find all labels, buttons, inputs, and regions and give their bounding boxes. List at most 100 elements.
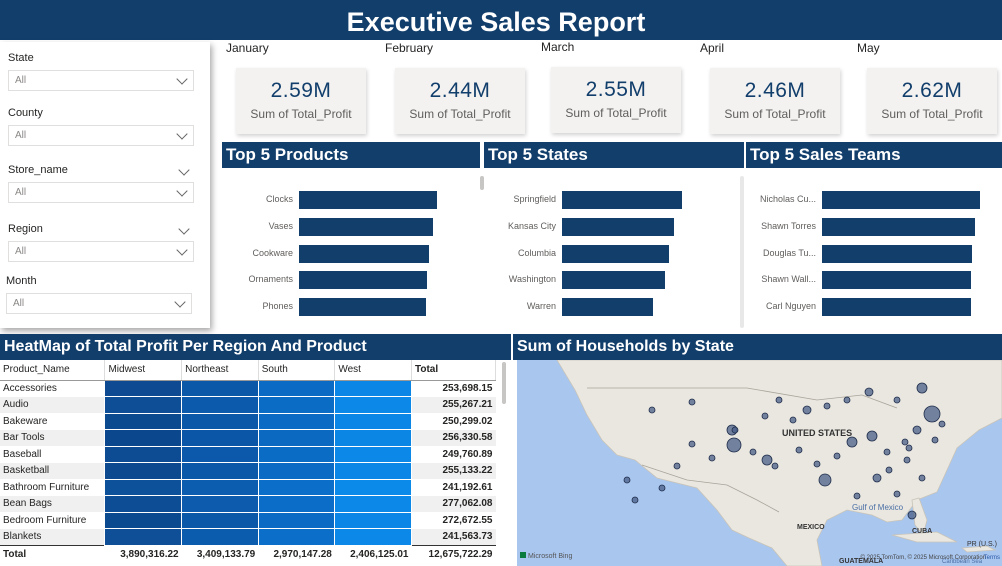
kpi-card-may[interactable]: 2.62M Sum of Total_Profit [867, 68, 997, 134]
household-bubble[interactable] [893, 396, 901, 404]
heatmap-cell[interactable] [257, 478, 336, 496]
household-bubble[interactable] [658, 484, 666, 492]
household-bubble[interactable] [938, 420, 946, 428]
heatmap-cell[interactable] [104, 478, 183, 496]
heatmap-cell[interactable] [104, 511, 183, 529]
bar-row[interactable]: Shawn Torres [746, 218, 1002, 236]
heatmap-cell[interactable] [334, 396, 412, 414]
heatmap-cell[interactable] [104, 528, 183, 546]
household-bubble[interactable] [802, 405, 812, 415]
column-header[interactable]: Northeast [181, 360, 259, 381]
bar[interactable] [562, 245, 669, 263]
bar[interactable] [299, 271, 427, 289]
column-header[interactable]: Midwest [104, 360, 183, 381]
kpi-card-march[interactable]: 2.55M Sum of Total_Profit [551, 67, 681, 133]
household-bubble[interactable] [864, 387, 874, 397]
heatmap-cell[interactable] [104, 495, 183, 513]
terms-link[interactable]: Terms [983, 555, 1000, 561]
heatmap-cell[interactable] [257, 396, 336, 414]
heatmap-cell[interactable] [257, 379, 336, 397]
bar-row[interactable]: Clocks [222, 191, 480, 209]
heatmap-cell[interactable] [257, 462, 336, 480]
households-map[interactable]: UNITED STATES Gulf of Mexico MEXICO CUBA… [517, 360, 1002, 566]
heatmap-cell[interactable] [181, 412, 259, 430]
heatmap-cell[interactable] [257, 528, 336, 546]
household-bubble[interactable] [912, 425, 922, 435]
scrollbar-thumb[interactable] [480, 176, 484, 190]
household-bubble[interactable] [853, 492, 861, 500]
bar-row[interactable]: Shawn Wall... [746, 271, 1002, 289]
bar-row[interactable]: Carl Nguyen [746, 298, 1002, 316]
chevron-down-icon[interactable] [176, 244, 188, 256]
heatmap-cell[interactable] [181, 445, 259, 463]
heatmap-cell[interactable] [334, 462, 412, 480]
heatmap-cell[interactable] [104, 412, 183, 430]
household-bubble[interactable] [795, 446, 803, 454]
bar-row[interactable]: Ornaments [222, 271, 480, 289]
bar-row[interactable]: Cookware [222, 245, 480, 263]
heatmap-cell[interactable] [181, 478, 259, 496]
household-bubble[interactable] [866, 430, 878, 442]
household-bubble[interactable] [775, 396, 783, 404]
household-bubble[interactable] [893, 490, 901, 498]
bar[interactable] [822, 271, 971, 289]
household-bubble[interactable] [843, 396, 851, 404]
household-bubble[interactable] [823, 402, 831, 410]
household-bubble[interactable] [731, 426, 739, 434]
bar[interactable] [299, 245, 429, 263]
heatmap-cell[interactable] [181, 495, 259, 513]
bar-row[interactable]: Warren [484, 298, 744, 316]
heatmap-cell[interactable] [334, 528, 412, 546]
household-bubble[interactable] [903, 456, 911, 464]
bar[interactable] [822, 245, 972, 263]
chevron-down-icon[interactable] [176, 73, 188, 85]
household-bubble[interactable] [931, 436, 939, 444]
household-bubble[interactable] [761, 454, 773, 466]
household-bubble[interactable] [918, 474, 926, 482]
household-bubble[interactable] [749, 448, 757, 456]
bar-row[interactable]: Nicholas Cu... [746, 191, 1002, 209]
chevron-down-icon[interactable] [176, 128, 188, 140]
bar-row[interactable]: Kansas City [484, 218, 744, 236]
chevron-down-icon[interactable] [176, 185, 188, 197]
column-header[interactable]: South [258, 360, 336, 381]
bar[interactable] [299, 298, 426, 316]
household-bubble[interactable] [708, 454, 716, 462]
heatmap-cell[interactable] [334, 511, 412, 529]
chevron-down-icon[interactable] [174, 296, 186, 308]
heatmap-cell[interactable] [104, 379, 183, 397]
month-dropdown[interactable]: All [6, 293, 192, 314]
bar[interactable] [562, 271, 665, 289]
heatmap-cell[interactable] [334, 412, 412, 430]
column-header[interactable]: Total [411, 360, 497, 381]
kpi-card-january[interactable]: 2.59M Sum of Total_Profit [236, 68, 366, 134]
bar[interactable] [822, 298, 971, 316]
household-bubble[interactable] [833, 452, 841, 460]
heatmap-cell[interactable] [257, 511, 336, 529]
household-bubble[interactable] [761, 412, 769, 420]
bar[interactable] [822, 191, 980, 209]
column-header[interactable]: West [334, 360, 412, 381]
heatmap-cell[interactable] [104, 396, 183, 414]
household-bubble[interactable] [648, 406, 656, 414]
household-bubble[interactable] [673, 462, 681, 470]
heatmap-cell[interactable] [181, 528, 259, 546]
household-bubble[interactable] [726, 437, 742, 453]
heatmap-cell[interactable] [181, 379, 259, 397]
heatmap-cell[interactable] [181, 396, 259, 414]
chevron-down-icon[interactable] [178, 164, 190, 176]
bar[interactable] [562, 298, 653, 316]
column-header[interactable]: Product_Name [0, 360, 106, 381]
kpi-card-february[interactable]: 2.44M Sum of Total_Profit [395, 68, 525, 134]
region-dropdown[interactable]: All [8, 241, 194, 262]
bar-row[interactable]: Columbia [484, 245, 744, 263]
household-bubble[interactable] [631, 496, 639, 504]
bar[interactable] [299, 218, 433, 236]
bar[interactable] [562, 218, 674, 236]
heatmap-cell[interactable] [334, 429, 412, 447]
household-bubble[interactable] [789, 416, 797, 424]
bar-row[interactable]: Washington [484, 271, 744, 289]
heatmap-cell[interactable] [257, 495, 336, 513]
household-bubble[interactable] [813, 460, 821, 468]
heatmap-cell[interactable] [104, 445, 183, 463]
